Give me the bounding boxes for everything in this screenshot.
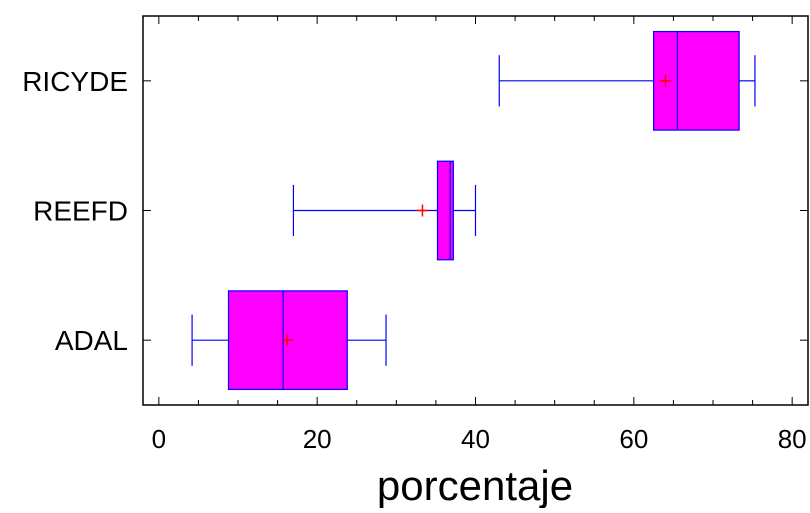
tick-marks [143, 16, 808, 405]
category-label: REEFD [33, 196, 128, 227]
x-tick-label: 40 [461, 424, 490, 454]
box-series [191, 30, 756, 391]
box-adal [191, 290, 387, 391]
x-tick-label: 60 [619, 424, 648, 454]
x-axis-title: porcentaje [377, 462, 573, 508]
category-label: RICYDE [22, 66, 128, 97]
category-labels: RICYDE REEFD ADAL [22, 66, 128, 356]
x-tick-labels: 0 20 40 60 80 [152, 424, 807, 454]
iqr-box [436, 160, 454, 261]
box-ricyde [498, 30, 756, 131]
category-label: ADAL [55, 325, 128, 356]
x-tick-label: 20 [303, 424, 332, 454]
x-tick-label: 80 [778, 424, 807, 454]
box-reefd [292, 160, 477, 261]
x-tick-label: 0 [152, 424, 166, 454]
